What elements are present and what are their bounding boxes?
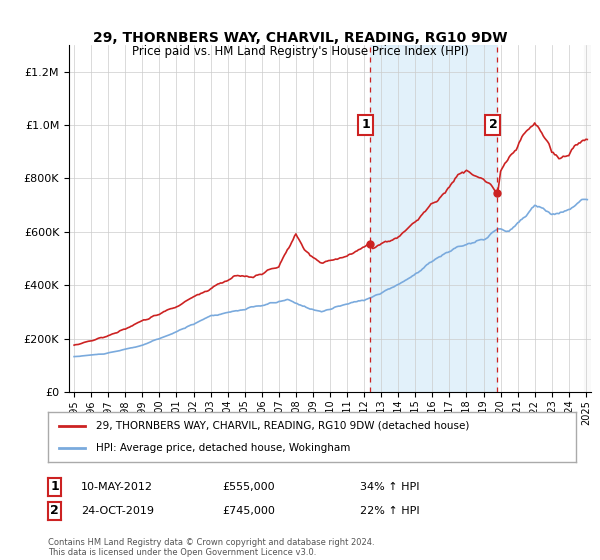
Text: 29, THORNBERS WAY, CHARVIL, READING, RG10 9DW (detached house): 29, THORNBERS WAY, CHARVIL, READING, RG1… xyxy=(95,421,469,431)
Bar xyxy=(370,45,497,392)
Text: £555,000: £555,000 xyxy=(222,482,275,492)
Text: 2: 2 xyxy=(50,504,59,517)
Text: Contains HM Land Registry data © Crown copyright and database right 2024.
This d: Contains HM Land Registry data © Crown c… xyxy=(48,538,374,557)
Text: 2: 2 xyxy=(488,118,497,132)
Text: 34% ↑ HPI: 34% ↑ HPI xyxy=(360,482,419,492)
Bar xyxy=(584,45,591,392)
Text: HPI: Average price, detached house, Wokingham: HPI: Average price, detached house, Woki… xyxy=(95,443,350,453)
Text: 10-MAY-2012: 10-MAY-2012 xyxy=(81,482,153,492)
Text: £745,000: £745,000 xyxy=(222,506,275,516)
Text: 29, THORNBERS WAY, CHARVIL, READING, RG10 9DW: 29, THORNBERS WAY, CHARVIL, READING, RG1… xyxy=(93,31,507,45)
Text: 1: 1 xyxy=(361,118,370,132)
Text: 22% ↑ HPI: 22% ↑ HPI xyxy=(360,506,419,516)
Text: 24-OCT-2019: 24-OCT-2019 xyxy=(81,506,154,516)
Bar xyxy=(584,45,591,392)
Text: 1: 1 xyxy=(50,480,59,493)
Text: Price paid vs. HM Land Registry's House Price Index (HPI): Price paid vs. HM Land Registry's House … xyxy=(131,45,469,58)
